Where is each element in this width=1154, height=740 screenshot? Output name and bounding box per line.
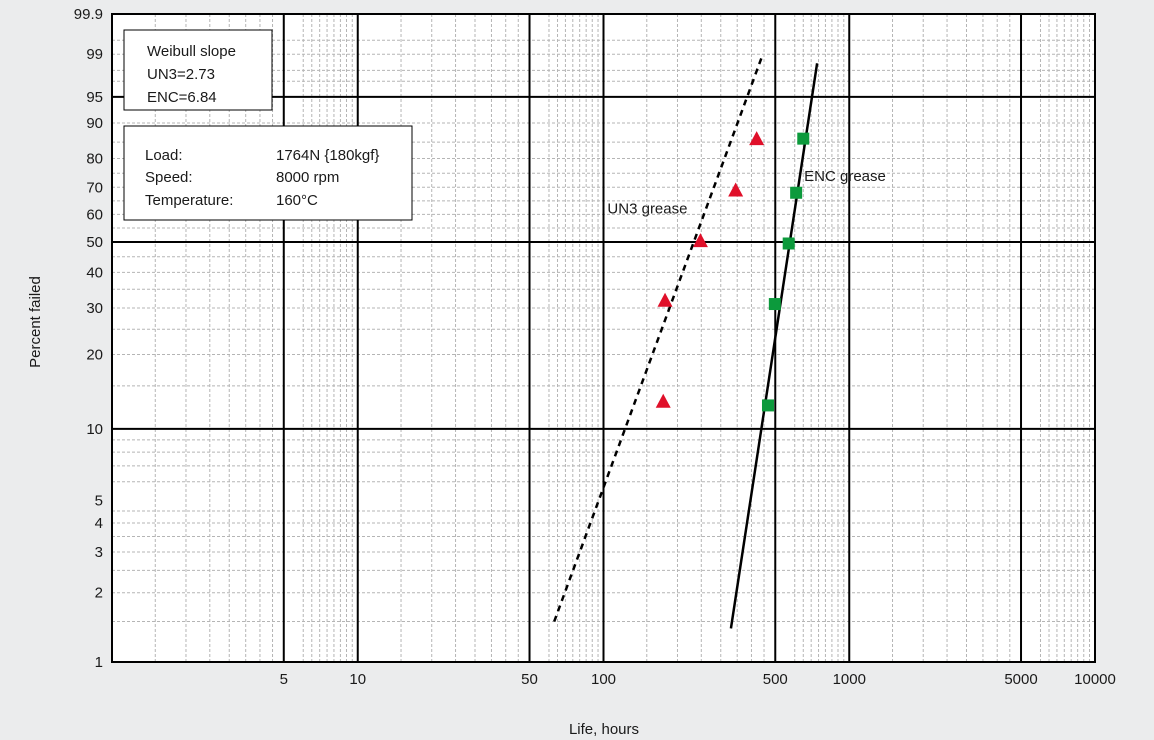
y-tick-label: 3 [95,544,103,561]
triangle-marker [728,182,744,197]
x-tick-label: 5000 [1004,671,1037,688]
y-tick-label: 99.9 [74,6,103,23]
y-tick-label: 60 [86,206,103,223]
condition-speed-label: Speed: [145,169,193,186]
fit-line-un3 [553,53,765,622]
y-tick-label: 95 [86,89,103,106]
x-tick-label: 10000 [1074,671,1116,688]
condition-temperature-label: Temperature: [145,192,233,209]
conditions-box-frame [123,125,413,221]
y-tick-label: 99 [86,46,103,63]
y-tick-label: 80 [86,150,103,167]
square-marker [797,132,810,145]
x-tick-label: 10 [349,671,366,688]
fit-lines [553,53,819,629]
x-tick-label: 50 [521,671,538,688]
y-tick-label: 70 [86,179,103,196]
x-tick-label: 5 [280,671,288,688]
data-markers [655,131,810,412]
series-label-un3: UN3 grease [607,201,687,218]
y-tick-label: 5 [95,492,103,509]
plot-frame [111,13,1096,663]
x-tick-label: 1000 [833,671,866,688]
y-tick-label: 1 [95,654,103,671]
weibull-slope-box: Weibull slope UN3=2.73 ENC=6.84 [123,29,273,111]
slope-box-un3: UN3=2.73 [147,66,215,83]
triangle-marker [657,292,673,307]
square-marker [761,399,774,412]
condition-temperature-value: 160°C [276,192,318,209]
condition-load-label: Load: [145,147,183,164]
x-tick-label: 100 [591,671,616,688]
x-tick-label: 500 [763,671,788,688]
y-tick-label: 50 [86,234,103,251]
slope-box-frame [123,29,273,111]
series-labels: UN3 grease ENC grease [607,168,885,218]
triangle-marker [692,233,708,248]
x-tick-labels: 5 10 50 100 500 1000 5000 10000 [280,671,1116,688]
triangle-marker [655,393,671,408]
condition-load-value: 1764N {180kgf} [276,147,379,164]
y-axis-label: Percent failed [27,276,44,368]
square-marker [768,298,781,311]
y-tick-label: 40 [86,264,103,281]
y-tick-label: 10 [86,421,103,438]
fit-line-enc [729,63,819,629]
y-tick-label: 30 [86,300,103,317]
square-marker [782,237,795,250]
slope-box-title: Weibull slope [147,43,236,60]
y-tick-label: 90 [86,115,103,132]
y-tick-label: 20 [86,346,103,363]
x-axis-label: Life, hours [569,721,639,738]
y-tick-label: 4 [95,515,103,532]
square-marker [790,186,803,199]
condition-speed-value: 8000 rpm [276,169,339,186]
slope-box-enc: ENC=6.84 [147,89,217,106]
triangle-marker [749,131,765,146]
y-tick-label: 2 [95,585,103,602]
y-tick-labels: 1 2 3 4 5 10 20 30 40 50 60 70 80 90 95 99 99.9 [74,6,103,671]
series-label-enc: ENC grease [804,168,886,185]
test-conditions-box: Load: 1764N {180kgf} Speed: 8000 rpm Tem… [123,125,413,221]
